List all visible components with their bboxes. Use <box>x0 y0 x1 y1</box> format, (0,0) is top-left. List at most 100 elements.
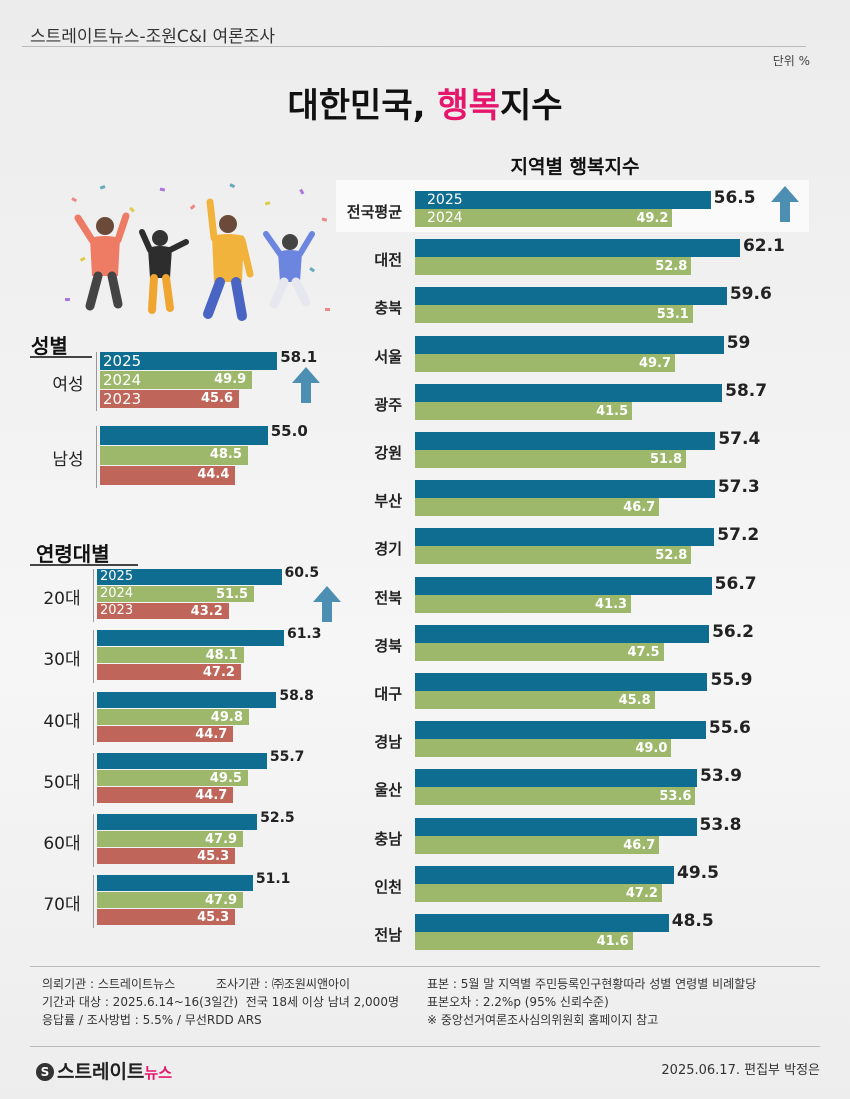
bar-2025 <box>97 630 284 646</box>
bar-2023 <box>97 664 241 680</box>
value-label-2025: 56.7 <box>714 573 757 594</box>
value-label-2024: 49.5 <box>209 771 242 786</box>
group-bracket <box>93 753 94 806</box>
bar-2023 <box>97 909 236 925</box>
bar-2025 <box>415 383 723 402</box>
up-arrow-icon <box>313 586 341 622</box>
value-label-2025: 60.5 <box>284 565 320 581</box>
value-label-2025: 57.2 <box>717 525 760 546</box>
bar-2025 <box>97 875 253 891</box>
bar-2023 <box>100 390 240 408</box>
value-label-2024: 48.1 <box>205 648 238 663</box>
value-label-2024: 53.1 <box>656 307 689 323</box>
value-label-2024: 49.8 <box>210 710 243 725</box>
age-title-underline <box>30 564 138 566</box>
bar-2024 <box>415 401 633 420</box>
bar-2025 <box>415 865 674 884</box>
region-label: 울산 <box>374 781 402 800</box>
legend-year-2025: 2025 <box>100 569 134 584</box>
bar-2024 <box>415 209 673 227</box>
value-label-2025: 62.1 <box>742 236 785 257</box>
title-rest: 지수 <box>499 86 563 126</box>
bar-2024 <box>415 594 632 613</box>
value-label-2025: 61.3 <box>286 626 322 642</box>
value-label-2025: 49.5 <box>677 862 719 883</box>
age-section-title: 연령대별 <box>36 542 110 566</box>
legend-year-2025: 2025 <box>103 352 142 370</box>
value-label-2025: 58.8 <box>279 688 314 704</box>
bar-2025 <box>415 528 715 547</box>
bar-2025 <box>415 480 715 499</box>
up-arrow-icon <box>771 186 799 222</box>
value-label-2024: 47.9 <box>205 893 238 908</box>
value-label-2024: 48.5 <box>209 447 242 462</box>
bar-2025 <box>415 914 669 932</box>
value-label-2023: 45.3 <box>197 849 230 864</box>
value-label-2025: 48.5 <box>671 911 714 931</box>
value-label-2024: 47.2 <box>625 885 658 901</box>
category-label: 여성 <box>52 374 84 395</box>
person-figure-1 <box>74 212 130 311</box>
value-label-2025: 59 <box>726 332 751 353</box>
bar-2024 <box>415 450 687 468</box>
group-bracket <box>93 692 94 745</box>
title-main: 대한민국, <box>287 86 438 126</box>
bar-2025 <box>100 352 278 370</box>
up-arrow-icon <box>292 367 320 403</box>
bar-2023 <box>97 726 234 742</box>
value-label-2025: 53.9 <box>700 766 742 787</box>
bar-2023 <box>97 787 234 803</box>
legend-year-2025: 2025 <box>427 192 463 208</box>
bar-2024 <box>415 642 664 661</box>
date-credit: 2025.06.17. 편집부 박정은 <box>661 1063 820 1078</box>
value-label-2024: 53.6 <box>659 789 692 805</box>
value-label-2024: 41.5 <box>596 403 629 419</box>
bar-2024 <box>415 257 692 276</box>
footer-divider-bottom <box>30 1046 820 1047</box>
bar-2024 <box>415 691 655 709</box>
category-label: 40대 <box>43 711 81 732</box>
legend-year-2023: 2023 <box>100 603 134 618</box>
value-label-2025: 57.3 <box>717 477 760 498</box>
bar-2025 <box>100 426 268 445</box>
value-label-2024: 47.9 <box>205 832 238 847</box>
value-label-2024: 51.5 <box>215 587 249 602</box>
footer-client: 의뢰기관 : 스트레이트뉴스 <box>42 977 176 991</box>
value-label-2025: 56.2 <box>712 621 755 642</box>
bar-2025 <box>415 432 716 450</box>
bar-2025 <box>415 239 740 258</box>
footer-method: 응답률 / 조사방법 : 5.5% / 무선RDD ARS <box>42 1013 262 1027</box>
region-label: 전국평균 <box>346 203 402 221</box>
region-label: 강원 <box>374 444 402 462</box>
value-label-2024: 41.3 <box>595 596 628 612</box>
group-bracket <box>96 352 97 411</box>
logo-icon: S <box>36 1063 54 1081</box>
region-label: 전북 <box>374 588 402 607</box>
bar-2025 <box>97 692 277 708</box>
bar-2024 <box>415 835 660 854</box>
person-figure-3 <box>203 198 254 321</box>
value-label-2025: 58.1 <box>280 348 318 366</box>
value-label-2025: 57.4 <box>718 429 761 449</box>
unit-label: 단위 % <box>772 54 810 68</box>
footer-error: 표본오차 : 2.2%p (95% 신뢰수준) <box>427 995 609 1009</box>
region-label: 경북 <box>374 636 402 655</box>
region-label: 대전 <box>374 251 402 270</box>
legend-year-2024: 2024 <box>427 210 463 226</box>
region-label: 경기 <box>374 540 402 559</box>
group-bracket <box>93 630 94 683</box>
bar-2024 <box>415 546 692 565</box>
value-label-2025: 59.6 <box>729 284 772 305</box>
group-bracket <box>93 875 94 928</box>
region-label: 대구 <box>374 685 402 703</box>
person-figure-2 <box>139 229 189 314</box>
value-label-2025: 55.9 <box>710 670 753 690</box>
value-label-2024: 41.6 <box>596 934 629 949</box>
bar-2023 <box>97 848 236 864</box>
value-label-2023: 44.7 <box>195 788 228 803</box>
footer-note: ※ 중앙선거여론조사심의위원회 홈페이지 참고 <box>427 1013 659 1027</box>
footer-sample: 표본 : 5월 말 지역별 주민등록인구현황따라 성별 연령별 비례할당 <box>427 977 757 991</box>
value-label-2024: 46.7 <box>623 837 656 853</box>
value-label-2025: 55.0 <box>270 422 308 440</box>
category-label: 남성 <box>52 450 84 470</box>
